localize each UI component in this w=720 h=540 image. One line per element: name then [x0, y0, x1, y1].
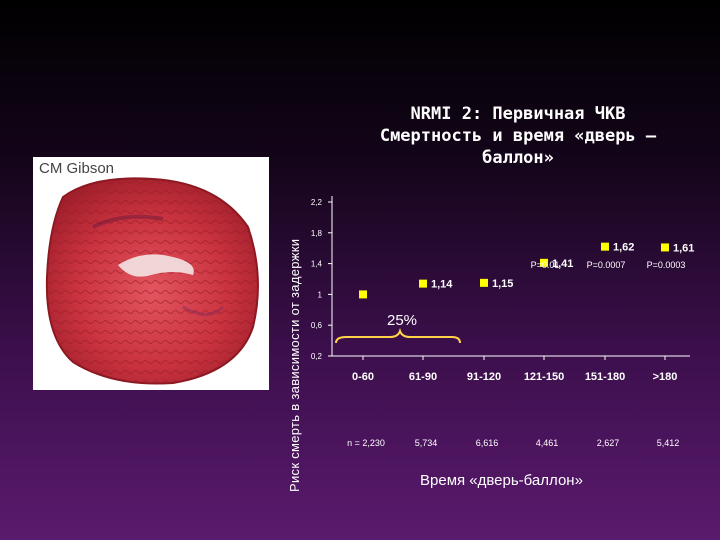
- bracket: [335, 327, 461, 344]
- y-tick-label: 0,2: [311, 352, 323, 361]
- p-value-label: P=0.01: [531, 260, 560, 270]
- x-tick-label: 121-150: [524, 371, 564, 383]
- title-line-2: Смертность и время «дверь –: [379, 126, 657, 146]
- y-tick-label: 0,6: [311, 321, 323, 330]
- data-label: 1,62: [613, 242, 634, 254]
- data-point: [661, 243, 669, 252]
- n-label: 2,627: [597, 438, 620, 448]
- x-tick-label: 61-90: [409, 371, 437, 383]
- data-label: 1,15: [492, 278, 513, 290]
- data-point: [419, 279, 427, 288]
- x-axis-label: Время «дверь-баллон»: [420, 472, 583, 489]
- x-tick-label: 151-180: [585, 371, 625, 383]
- bracket-percent-label: 25%: [387, 312, 417, 329]
- heart-slice-image: [45, 177, 259, 385]
- chart-title: NRMI 2: Первичная ЧКВ Смертность и время…: [318, 103, 718, 169]
- n-label: 6,616: [476, 438, 499, 448]
- data-point: [359, 290, 367, 299]
- title-line-1: NRMI 2: Первичная ЧКВ: [410, 104, 626, 124]
- data-label: 1,14: [431, 279, 453, 291]
- data-point: [540, 258, 548, 267]
- heart-cross-section-photo: CM Gibson: [33, 157, 269, 390]
- y-tick-label: 1,4: [311, 260, 323, 269]
- data-point: [480, 278, 488, 287]
- data-label: 1,41: [552, 258, 573, 270]
- n-label: 5,412: [657, 438, 680, 448]
- y-tick-label: 1: [318, 290, 323, 299]
- p-value-label: P=0.0003: [647, 260, 686, 270]
- x-tick-label: 91-120: [467, 371, 501, 383]
- n-label: n = 2,230: [347, 438, 385, 448]
- n-label: 4,461: [536, 438, 559, 448]
- data-point: [601, 242, 609, 251]
- n-label: 5,734: [415, 438, 438, 448]
- data-label: 1,61: [673, 242, 694, 254]
- title-line-3: баллон»: [482, 148, 554, 168]
- x-tick-label: 0-60: [352, 371, 374, 383]
- y-tick-label: 2,2: [311, 198, 323, 207]
- y-tick-label: 1,8: [311, 229, 323, 238]
- p-value-label: P=0.0007: [587, 260, 626, 270]
- photo-caption: CM Gibson: [39, 160, 115, 177]
- x-tick-label: >180: [653, 371, 678, 383]
